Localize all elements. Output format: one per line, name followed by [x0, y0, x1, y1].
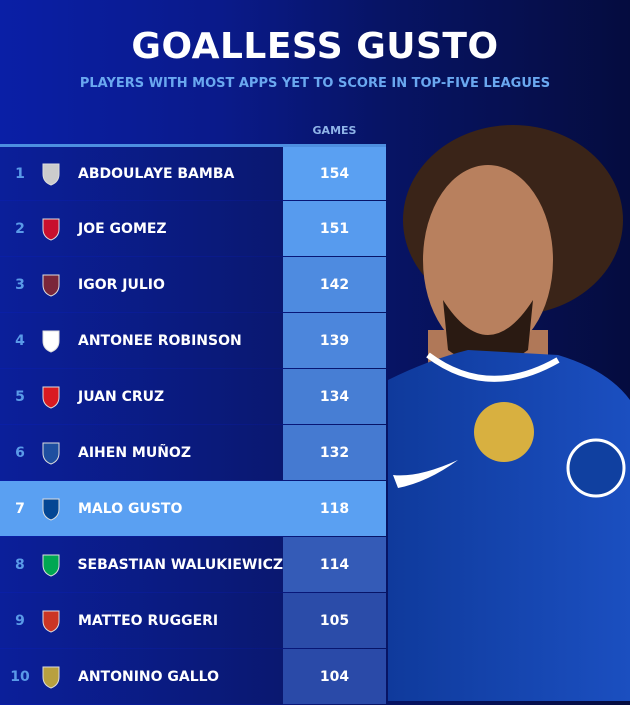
rank: 3	[15, 276, 25, 293]
table-row: 8 SEBASTIAN WALUKIEWICZ 114	[0, 537, 386, 592]
games-column-header: GAMES	[312, 124, 357, 137]
table-row: 2 JOE GOMEZ 151	[0, 201, 386, 256]
rankings-table: 1 ABDOULAYE BAMBA 154 2 JOE GOMEZ 151 3 …	[0, 144, 386, 705]
chelsea-crest-icon	[40, 497, 62, 521]
player-cell: 9 MATTEO RUGGERI	[0, 593, 283, 648]
player-name: AIHEN MUÑOZ	[78, 444, 191, 461]
player-name: IGOR JULIO	[78, 276, 165, 293]
player-cell: 3 IGOR JULIO	[0, 257, 283, 312]
games-value: 139	[283, 313, 386, 368]
table-row: 1 ABDOULAYE BAMBA 154	[0, 144, 386, 200]
player-name: ANTONEE ROBINSON	[78, 332, 242, 349]
player-cell: 6 AIHEN MUÑOZ	[0, 425, 283, 480]
fulham-crest-icon	[40, 329, 62, 353]
rank: 9	[15, 612, 25, 629]
atletico-crest-icon	[40, 609, 62, 633]
games-value: 134	[283, 369, 386, 424]
games-value: 142	[283, 257, 386, 312]
table-row: 4 ANTONEE ROBINSON 139	[0, 313, 386, 368]
player-cell: 2 JOE GOMEZ	[0, 201, 283, 256]
sassuolo-crest-icon	[40, 553, 62, 577]
liverpool-crest-icon	[40, 217, 62, 241]
games-value: 104	[283, 649, 386, 704]
player-name: ABDOULAYE BAMBA	[78, 165, 235, 182]
player-cell: 8 SEBASTIAN WALUKIEWICZ	[0, 537, 283, 592]
angers-crest-icon	[40, 162, 62, 186]
rank: 7	[15, 500, 25, 517]
player-cell: 1 ABDOULAYE BAMBA	[0, 147, 283, 200]
osasuna-crest-icon	[40, 385, 62, 409]
table-row: 5 JUAN CRUZ 134	[0, 369, 386, 424]
table-row: 3 IGOR JULIO 142	[0, 257, 386, 312]
games-value: 105	[283, 593, 386, 648]
games-value: 154	[283, 147, 386, 200]
rank: 4	[15, 332, 25, 349]
player-cell: 7 MALO GUSTO	[0, 481, 283, 536]
player-name: MALO GUSTO	[78, 500, 183, 517]
player-photo	[388, 125, 630, 701]
rank: 6	[15, 444, 25, 461]
player-name: ANTONINO GALLO	[78, 668, 219, 685]
lecce-crest-icon	[40, 665, 62, 689]
table-row: 9 MATTEO RUGGERI 105	[0, 593, 386, 648]
games-value: 132	[283, 425, 386, 480]
table-row: 6 AIHEN MUÑOZ 132	[0, 425, 386, 480]
games-value: 118	[283, 481, 386, 536]
games-value: 114	[283, 537, 386, 592]
table-row: 10 ANTONINO GALLO 104	[0, 649, 386, 704]
page-title: GOALLESS GUSTO	[131, 26, 499, 67]
player-cell: 4 ANTONEE ROBINSON	[0, 313, 283, 368]
player-name: MATTEO RUGGERI	[78, 612, 219, 629]
player-name: SEBASTIAN WALUKIEWICZ	[77, 556, 283, 573]
rank: 2	[15, 220, 25, 237]
player-cell: 5 JUAN CRUZ	[0, 369, 283, 424]
rank: 8	[14, 556, 25, 573]
player-name: JOE GOMEZ	[78, 220, 167, 237]
rank: 5	[15, 388, 25, 405]
rank: 1	[15, 165, 25, 182]
player-name: JUAN CRUZ	[78, 388, 165, 405]
table-row: 7 MALO GUSTO 118	[0, 481, 386, 536]
rank: 10	[10, 668, 30, 685]
player-cell: 10 ANTONINO GALLO	[0, 649, 283, 704]
real-sociedad-crest-icon	[40, 441, 62, 465]
games-value: 151	[283, 201, 386, 256]
west-ham-crest-icon	[40, 273, 62, 297]
page-subtitle: PLAYERS WITH MOST APPS YET TO SCORE IN T…	[79, 76, 551, 91]
